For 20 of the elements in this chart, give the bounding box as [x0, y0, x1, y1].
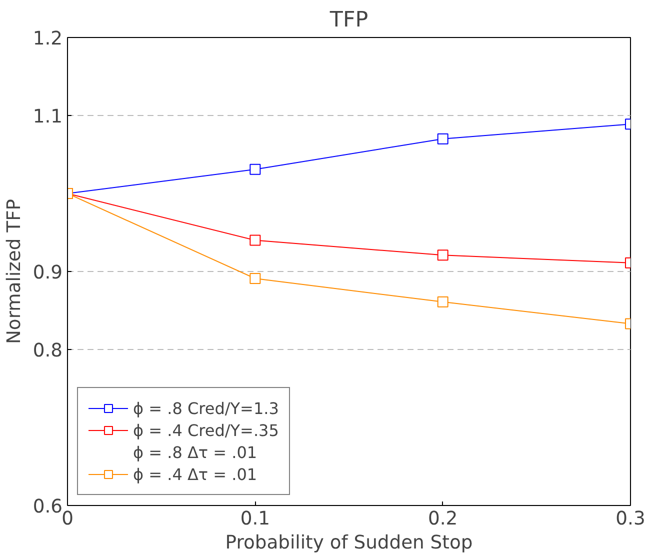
- x-axis-title: Probability of Sudden Stop: [225, 532, 473, 554]
- legend-label: ϕ = .4 Δτ = .01: [133, 464, 258, 484]
- y-axis-title: Normalized TFP: [4, 198, 25, 344]
- x-tick-label: 0.3: [616, 508, 646, 530]
- x-tick-label: 0.2: [428, 508, 458, 530]
- chart-title: TFP: [328, 8, 368, 32]
- x-tick-label: 0: [62, 508, 74, 530]
- y-tick-label: 0.8: [32, 340, 62, 362]
- legend-label: ϕ = .8 Cred/Y=1.3: [133, 398, 279, 418]
- y-tick-label: 1.1: [32, 106, 62, 128]
- y-tick-label: 0.9: [32, 262, 62, 284]
- y-tick-label: 0.6: [32, 496, 62, 518]
- x-tick-label: 0.1: [240, 508, 270, 530]
- y-tick-label: 1.2: [32, 28, 62, 50]
- point: [437, 250, 448, 261]
- legend-label: ϕ = .4 Cred/Y=.35: [133, 420, 279, 440]
- text: ϕ = .8 Δτ = .01: [133, 442, 258, 462]
- point: [250, 164, 261, 175]
- point: [250, 234, 261, 246]
- point: [437, 133, 448, 144]
